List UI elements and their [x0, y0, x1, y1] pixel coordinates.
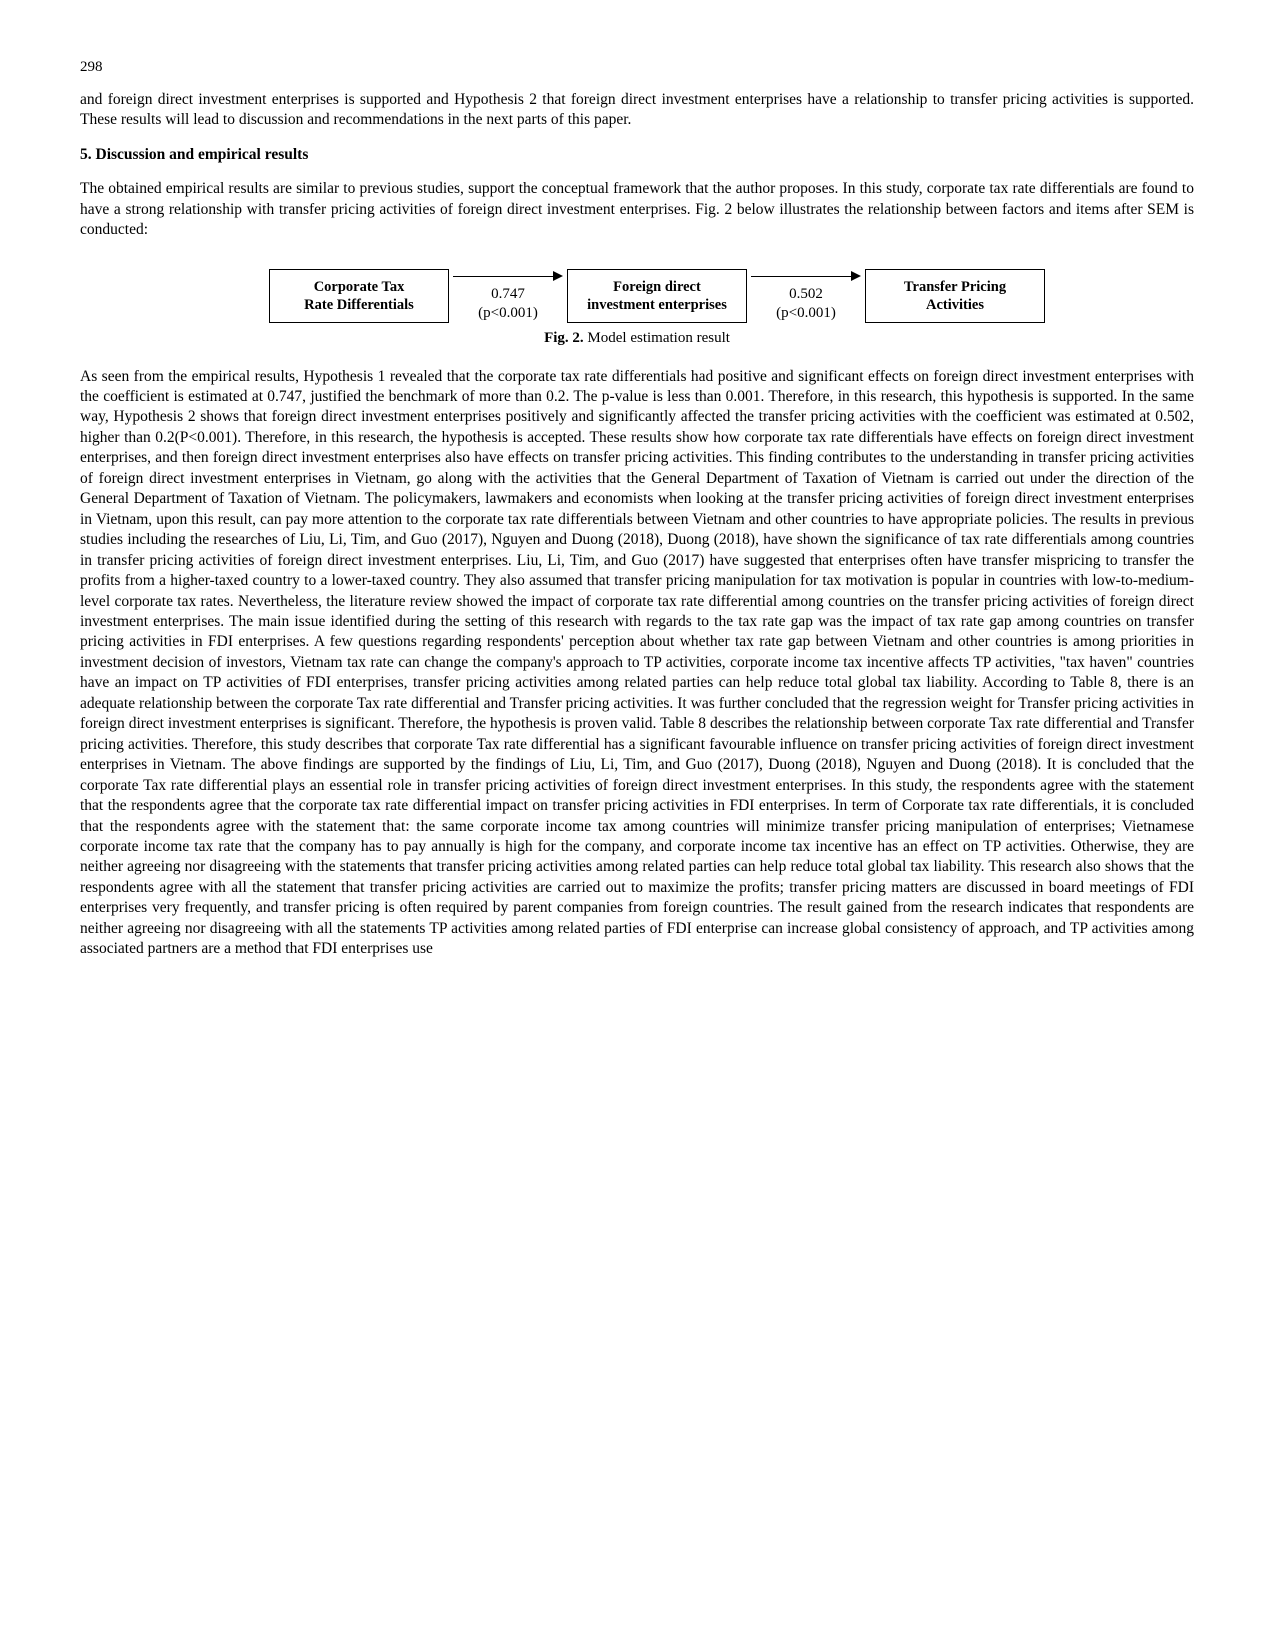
edge-coef: 0.747 [491, 286, 525, 302]
discussion-body-paragraph: As seen from the empirical results, Hypo… [80, 367, 1194, 960]
node-label-line: Transfer Pricing [904, 279, 1006, 295]
figure-2-diagram: Corporate Tax Rate Differentials 0.747 (… [120, 269, 1194, 323]
edge-2: 0.502 (p<0.001) [751, 269, 861, 323]
node-label-line: Rate Differentials [304, 297, 414, 313]
arrow-icon [751, 269, 861, 283]
node-label-line: Activities [926, 297, 984, 313]
node-label-line: Foreign direct [613, 279, 701, 295]
section-heading: 5. Discussion and empirical results [80, 145, 1194, 165]
arrow-icon [453, 269, 563, 283]
node-corporate-tax: Corporate Tax Rate Differentials [269, 269, 449, 323]
edge-coef: 0.502 [789, 286, 823, 302]
section-intro-paragraph: The obtained empirical results are simil… [80, 179, 1194, 240]
node-label-line: Corporate Tax [314, 279, 405, 295]
edge-2-label: 0.502 (p<0.001) [776, 285, 836, 323]
node-fdi-enterprises: Foreign direct investment enterprises [567, 269, 747, 323]
edge-pval: (p<0.001) [478, 305, 538, 321]
figure-caption-text: Model estimation result [584, 330, 730, 346]
intro-paragraph: and foreign direct investment enterprise… [80, 90, 1194, 131]
figure-2: Corporate Tax Rate Differentials 0.747 (… [80, 269, 1194, 349]
page-number: 298 [80, 58, 1194, 78]
node-label-line: investment enterprises [587, 297, 727, 313]
edge-1: 0.747 (p<0.001) [453, 269, 563, 323]
figure-caption-label: Fig. 2. [544, 330, 584, 346]
edge-pval: (p<0.001) [776, 305, 836, 321]
node-transfer-pricing: Transfer Pricing Activities [865, 269, 1045, 323]
edge-1-label: 0.747 (p<0.001) [478, 285, 538, 323]
figure-2-caption: Fig. 2. Model estimation result [80, 329, 1194, 349]
